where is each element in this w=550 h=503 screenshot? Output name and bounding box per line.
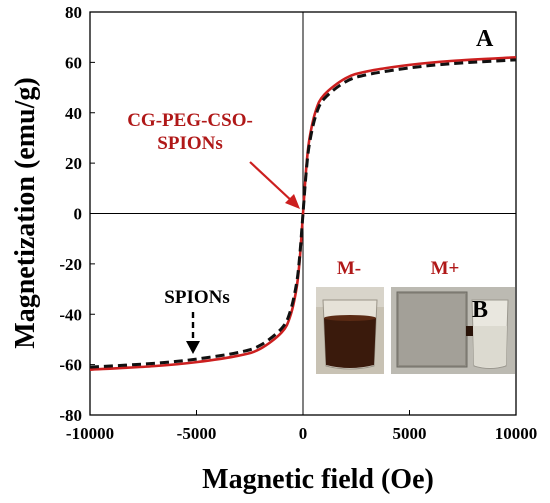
x-axis-title: Magnetic field (Oe) (202, 464, 434, 495)
inset-left-label: M- (337, 258, 361, 279)
red-arrow-shaft (249, 161, 295, 204)
x-tick-label-1: -5000 (177, 424, 217, 443)
y-tick-label-7: -60 (59, 356, 82, 375)
y-tick-label-2: 40 (65, 104, 82, 123)
series-line-0 (89, 56, 517, 371)
y-tick-label-4: 0 (74, 205, 83, 224)
inset-photo-right (391, 287, 515, 374)
black-annotation: SPIONs (164, 287, 229, 308)
tick-labels: -10000 -5000 0 5000 10000 80 60 40 20 0 -20 -40 -60 -… (59, 3, 537, 443)
y-tick-label-6: -40 (59, 305, 82, 324)
axis-ticks (89, 11, 517, 416)
inset-photo-left (316, 287, 384, 374)
red-annotation-line1: CG-PEG-CSO- (127, 110, 253, 131)
y-tick-label-3: 20 (65, 154, 82, 173)
red-arrow-head (285, 194, 300, 209)
x-tick-label-4: 10000 (495, 424, 538, 443)
series-group (89, 56, 517, 371)
y-tick-label-0: 80 (65, 3, 82, 22)
y-tick-label-5: -20 (59, 255, 82, 274)
black-arrow-head (186, 341, 200, 354)
inset-right-label: M+ (431, 258, 460, 279)
panel-label-b: B (472, 297, 488, 323)
y-axis-title: Magnetization (emu/g) (10, 77, 41, 348)
x-tick-label-3: 5000 (393, 424, 427, 443)
panel-label-a: A (476, 26, 494, 52)
y-tick-label-8: -80 (59, 406, 82, 425)
x-tick-label-2: 0 (299, 424, 308, 443)
x-tick-label-0: -10000 (66, 424, 114, 443)
y-tick-label-1: 60 (65, 53, 82, 72)
red-annotation-line2: SPIONs (157, 133, 222, 154)
